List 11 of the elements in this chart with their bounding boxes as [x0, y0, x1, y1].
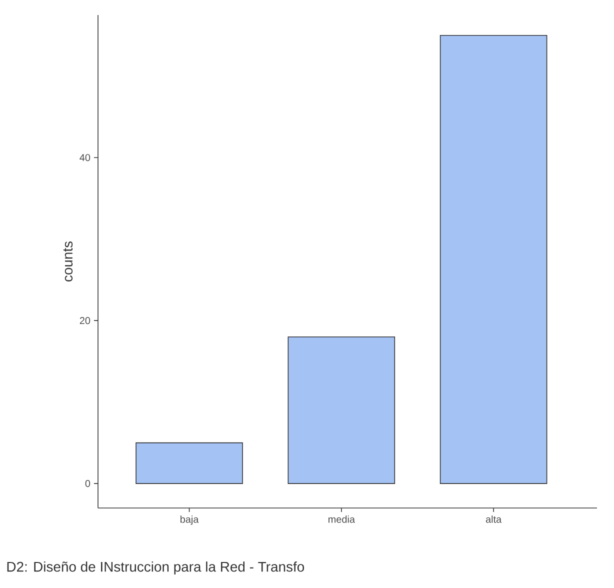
y-tick-label: 40: [80, 154, 90, 162]
y-tick-label: 20: [80, 317, 90, 324]
x-tick-label: alta: [486, 516, 502, 523]
bar: [440, 34, 548, 484]
bar: [288, 336, 396, 484]
x-tick-label: media: [328, 516, 355, 523]
bar: [136, 442, 243, 484]
y-tick-label: 0: [85, 480, 90, 488]
x-axis-title: D2: Diseño de INstruccion para la Red - Transfo: [7, 561, 304, 574]
x-tick-label: baja: [180, 516, 199, 525]
y-axis-title: counts: [63, 241, 73, 282]
